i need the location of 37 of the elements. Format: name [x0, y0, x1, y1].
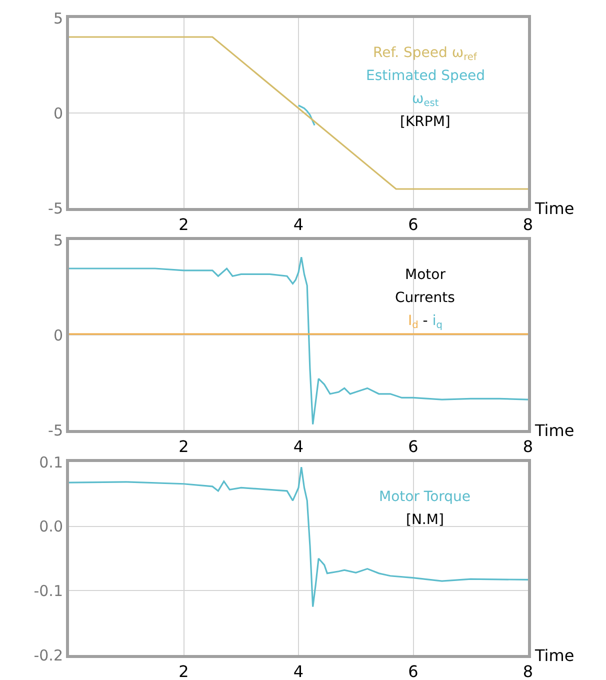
text: Motor Torque — [379, 489, 471, 505]
x-tick-label: 4 — [293, 215, 304, 234]
x-tick-label: 2 — [178, 662, 189, 680]
x-tick-label: 6 — [408, 215, 418, 234]
y-tick-label: -0.1 — [34, 582, 63, 600]
y-tick-label: 0.1 — [39, 453, 63, 472]
y-tick-label: 0.0 — [39, 518, 63, 536]
y-tick-label: 5 — [53, 231, 63, 250]
y-axis-title: [N.M] — [406, 512, 444, 528]
x-tick-label: 2 — [178, 215, 189, 234]
text: Estimated Speed ω$_{est}$ — [366, 68, 486, 109]
x-axis-title: Time — [534, 421, 574, 440]
y-tick-label: 5 — [53, 9, 63, 28]
x-tick-label: 8 — [522, 215, 534, 234]
x-tick-label: 8 — [522, 437, 534, 456]
y-tick-label: -5 — [48, 199, 63, 218]
x-tick-label: 8 — [522, 662, 534, 680]
y-tick-label: -5 — [48, 421, 63, 440]
y-tick-label: -0.2 — [34, 646, 63, 664]
x-tick-label: 4 — [293, 662, 304, 680]
line-series — [69, 466, 528, 608]
x-tick-label: 6 — [408, 437, 418, 456]
x-axis-title: Time — [534, 646, 574, 665]
x-tick-label: 6 — [408, 662, 418, 680]
line-series — [298, 104, 316, 126]
x-tick-label: 2 — [178, 437, 189, 456]
annotation: - — [422, 313, 428, 329]
series-label: I$_{d}$ — [408, 313, 418, 331]
x-axis-title: Time — [534, 199, 574, 218]
y-tick-label: 0 — [53, 326, 63, 344]
text: i$_{q}$ — [432, 313, 442, 331]
text: Motor Currents — [395, 267, 455, 306]
y-axis-title: [KRPM] — [400, 114, 450, 130]
x-tick-label: 4 — [293, 437, 304, 456]
text: Ref. Speed ω$_{ref}$ — [373, 45, 478, 63]
line-series — [69, 256, 528, 426]
y-tick-label: 0 — [53, 104, 63, 122]
